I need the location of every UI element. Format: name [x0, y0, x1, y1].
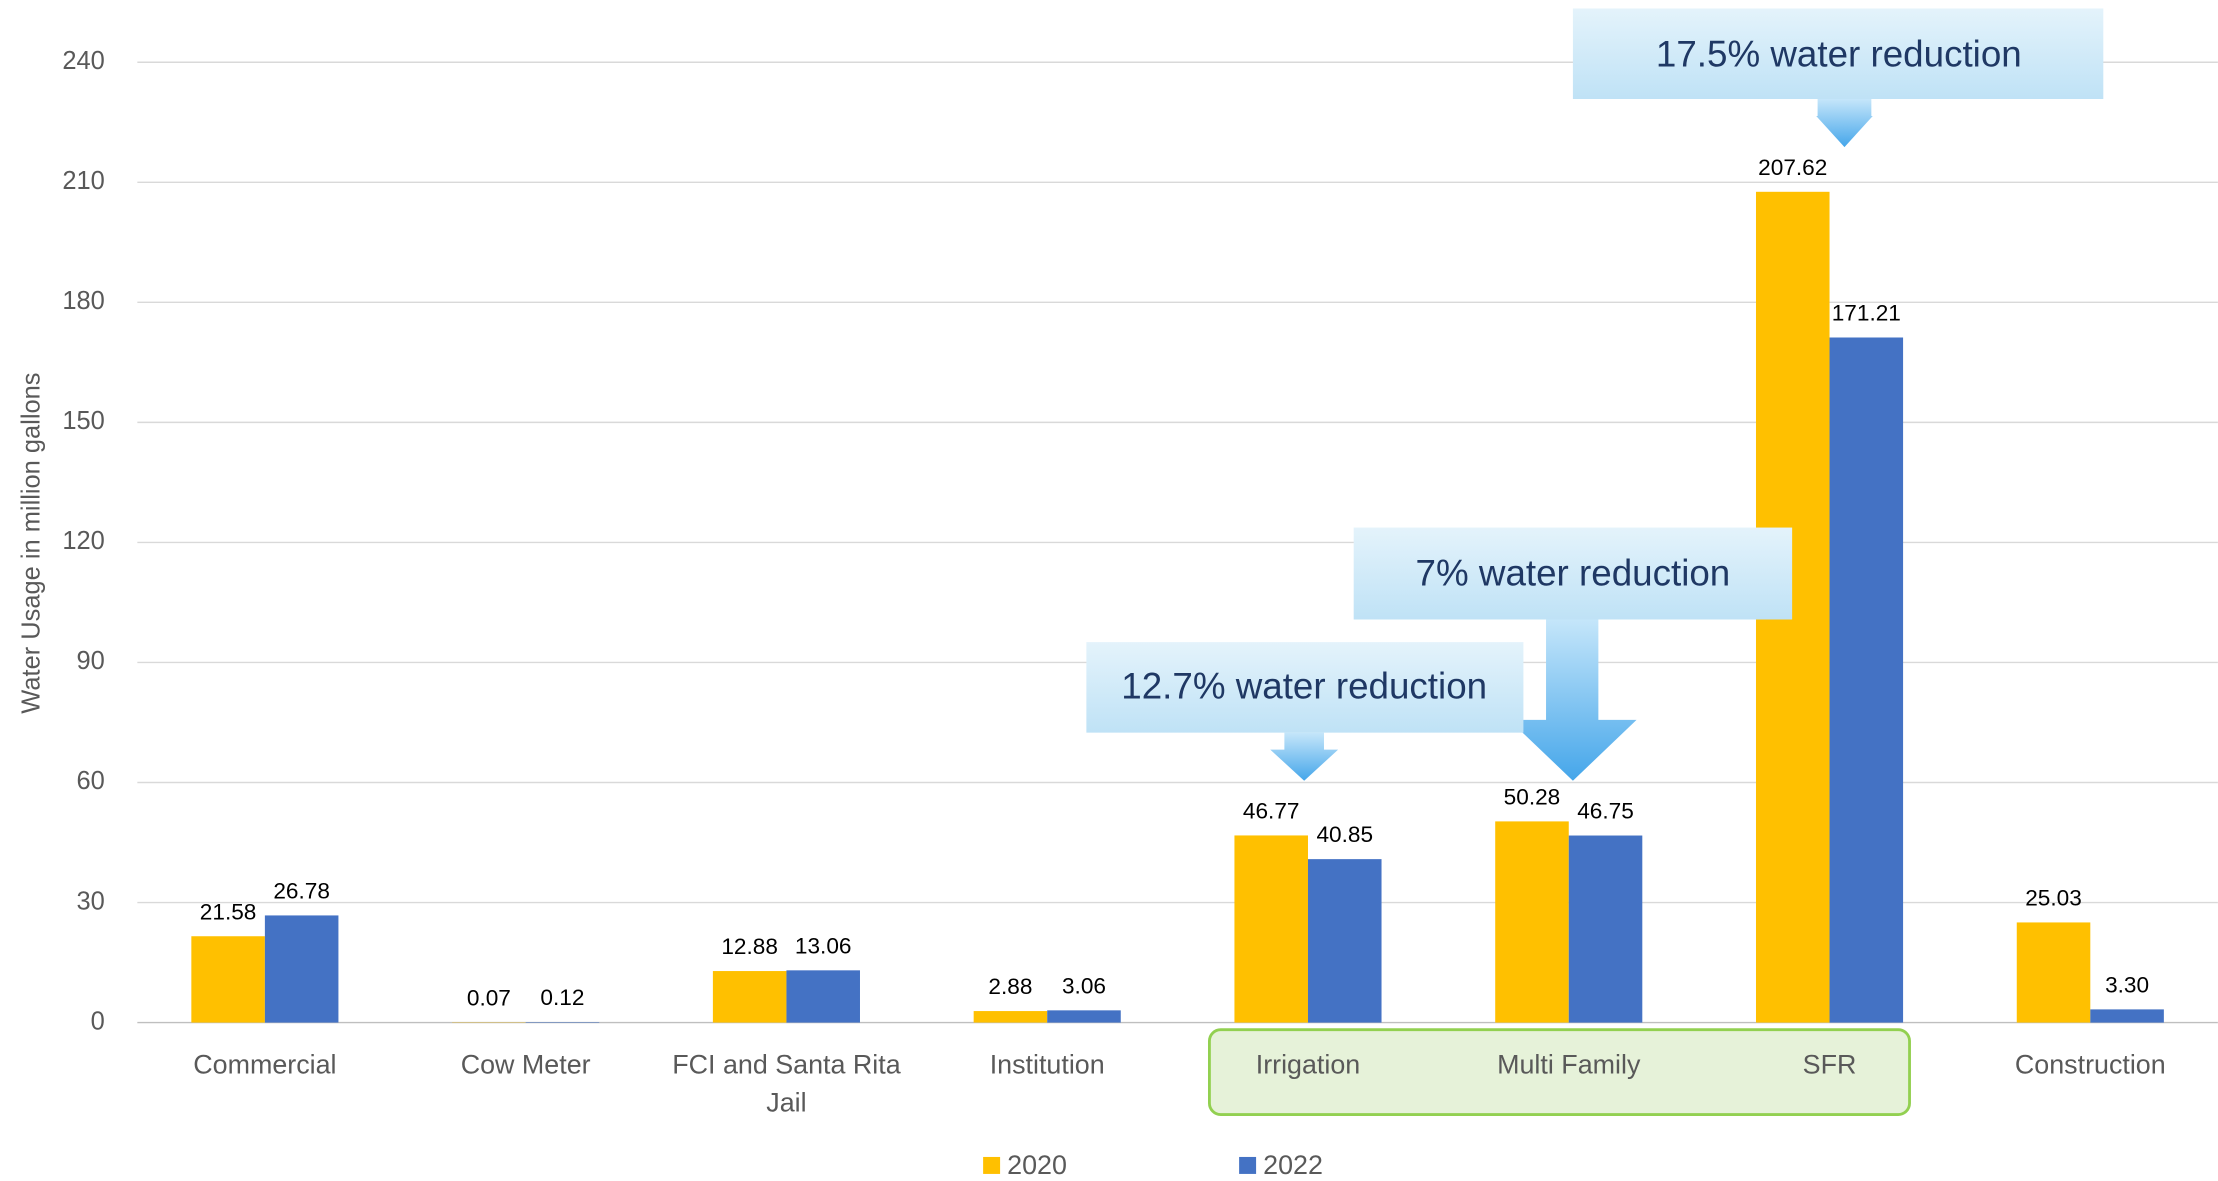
data-label: 207.62 — [1758, 155, 1827, 180]
x-tick-label: SFR — [1803, 1050, 1857, 1080]
bar — [1495, 821, 1569, 1023]
callout-box — [1086, 642, 1524, 733]
bar — [2090, 1009, 2164, 1023]
data-label: 3.06 — [1062, 973, 1106, 998]
data-label: 3.30 — [2105, 972, 2149, 997]
bar — [1568, 835, 1643, 1023]
bar — [1829, 337, 1904, 1023]
data-label: 12.88 — [721, 934, 778, 959]
data-label: 26.78 — [273, 878, 330, 903]
y-tick-label: 60 — [76, 767, 104, 795]
data-label: 46.77 — [1243, 798, 1300, 823]
legend-label: 2022 — [1263, 1150, 1323, 1180]
bar — [786, 970, 860, 1023]
annotation: 12.7% water reduction — [1121, 666, 1487, 707]
y-tick-label: 210 — [62, 167, 104, 195]
y-tick-label: 240 — [62, 47, 104, 75]
bar — [1047, 1010, 1121, 1023]
data-label: 0.12 — [540, 985, 584, 1010]
bar — [712, 971, 787, 1023]
bar — [1307, 859, 1382, 1023]
y-tick-label: 150 — [62, 407, 104, 435]
y-axis-label: Water Usage in million gallons — [18, 373, 46, 714]
x-tick-label: FCI and Santa Rita Jail — [672, 1050, 900, 1118]
y-tick-label: 180 — [62, 287, 104, 315]
x-tick-label: Irrigation — [1256, 1050, 1360, 1080]
callout-box — [1353, 527, 1793, 620]
legend-swatch — [983, 1156, 1001, 1174]
callout-arrow — [1509, 619, 1637, 781]
legend-label: 2020 — [1007, 1150, 1067, 1180]
annotation: 7% water reduction — [1416, 552, 1731, 593]
data-label: 21.58 — [200, 899, 257, 924]
data-label: 2.88 — [988, 974, 1032, 999]
callout-arrow — [1270, 732, 1339, 781]
highlight-box — [1208, 1028, 1911, 1116]
data-label: 171.21 — [1832, 301, 1901, 326]
annotation: 17.5% water reduction — [1656, 33, 2022, 74]
y-tick-label: 90 — [76, 647, 104, 675]
data-label: 40.85 — [1316, 822, 1373, 847]
x-tick-label: Institution — [990, 1050, 1105, 1080]
bar — [191, 936, 265, 1023]
y-tick-label: 120 — [62, 527, 104, 555]
data-label: 0.07 — [467, 985, 511, 1010]
y-tick-label: 30 — [76, 887, 104, 915]
bar — [1234, 835, 1308, 1023]
x-tick-label: Cow Meter — [461, 1050, 591, 1080]
callout-arrow — [1816, 99, 1873, 148]
legend-swatch — [1239, 1156, 1257, 1174]
x-tick-label: Construction — [2015, 1050, 2166, 1080]
bar — [264, 915, 339, 1023]
data-label: 13.06 — [795, 933, 852, 958]
data-label: 50.28 — [1504, 784, 1561, 809]
y-tick-label: 0 — [91, 1007, 105, 1035]
x-tick-label: Multi Family — [1497, 1050, 1641, 1080]
bar — [2016, 922, 2091, 1023]
data-label: 25.03 — [2025, 885, 2082, 910]
x-tick-label: Commercial — [193, 1050, 336, 1080]
data-label: 46.75 — [1577, 799, 1634, 824]
callout-box — [1572, 8, 2104, 100]
bar — [973, 1011, 1048, 1023]
